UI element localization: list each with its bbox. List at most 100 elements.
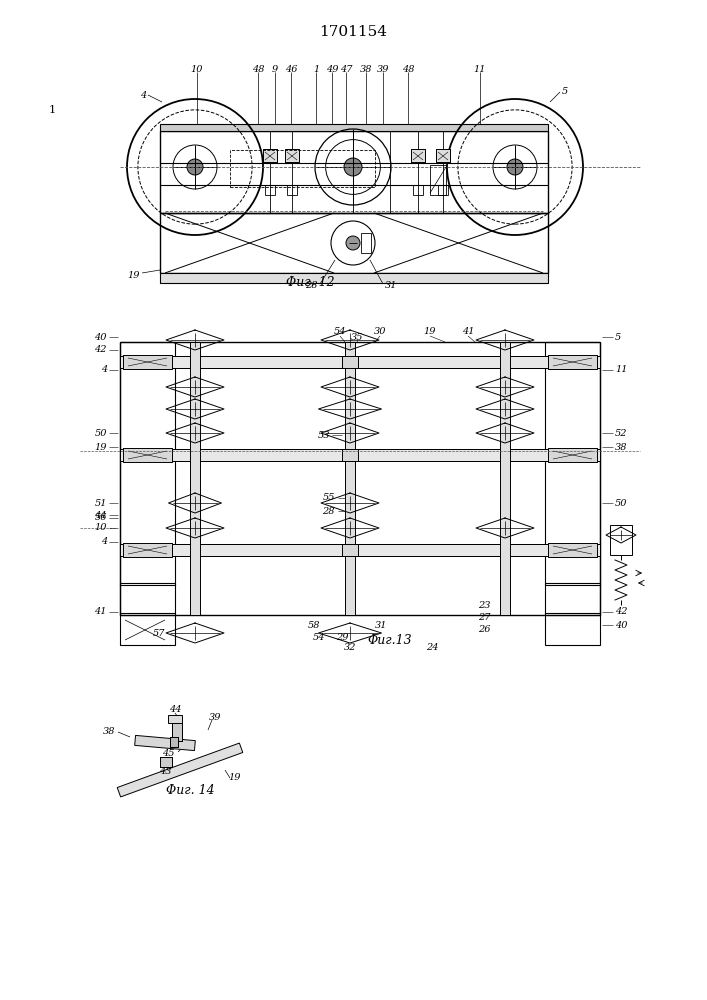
Text: 47: 47 [340, 66, 352, 75]
Bar [342, 356, 358, 368]
Text: 26: 26 [478, 624, 491, 634]
Text: 53: 53 [317, 430, 330, 440]
Text: 50: 50 [615, 498, 628, 508]
Bar [342, 449, 358, 461]
Bar [120, 342, 175, 585]
Text: 5: 5 [562, 88, 568, 97]
Text: 35: 35 [351, 334, 363, 342]
Bar [411, 149, 425, 162]
Bar [123, 355, 172, 369]
Text: 49: 49 [326, 66, 338, 75]
Text: 40: 40 [95, 332, 107, 342]
Bar [342, 544, 358, 556]
Text: 4: 4 [101, 365, 107, 374]
Bar [168, 715, 182, 723]
Text: 11: 11 [474, 66, 486, 75]
Text: 58: 58 [308, 620, 320, 630]
Bar [436, 149, 450, 162]
Text: 1: 1 [313, 66, 319, 75]
Text: 39: 39 [377, 66, 390, 75]
Bar [436, 149, 450, 162]
Bar [500, 342, 510, 615]
Text: 10: 10 [95, 524, 107, 532]
Bar [230, 150, 375, 187]
Text: 44: 44 [169, 706, 181, 714]
Text: 1701154: 1701154 [319, 25, 387, 39]
Text: Φиг. 12: Φиг. 12 [286, 275, 334, 288]
Bar [123, 355, 172, 369]
Text: 48: 48 [402, 66, 414, 75]
Bar [120, 544, 600, 556]
Text: 46: 46 [285, 66, 297, 75]
Circle shape [187, 159, 203, 175]
Text: 5: 5 [615, 332, 621, 342]
Bar [160, 213, 548, 273]
Bar [285, 149, 299, 162]
Bar [413, 185, 423, 195]
Text: 38: 38 [360, 66, 373, 75]
Text: Φиг.13: Φиг.13 [368, 634, 412, 647]
Text: 48: 48 [252, 66, 264, 75]
Text: 32: 32 [344, 643, 356, 652]
Bar [160, 757, 172, 767]
Bar [120, 544, 600, 556]
Bar [548, 543, 597, 557]
Text: 28: 28 [322, 506, 335, 516]
Text: 45: 45 [163, 748, 175, 758]
Text: 28: 28 [305, 280, 318, 290]
Text: 41: 41 [462, 328, 474, 336]
Text: 50: 50 [95, 428, 107, 438]
Text: 54: 54 [334, 328, 346, 336]
Bar [170, 737, 178, 747]
Bar [265, 185, 275, 195]
Bar [120, 356, 600, 368]
Text: 41: 41 [95, 607, 107, 616]
Text: 31: 31 [375, 620, 387, 630]
Bar [342, 544, 358, 556]
Circle shape [507, 159, 523, 175]
Text: 9: 9 [272, 66, 278, 75]
Text: 39: 39 [209, 714, 221, 722]
Bar [172, 723, 182, 741]
Text: 19: 19 [95, 442, 107, 452]
Text: 54: 54 [312, 633, 325, 642]
Text: 38: 38 [615, 442, 628, 452]
Text: Φиг. 14: Φиг. 14 [165, 784, 214, 796]
Bar [548, 543, 597, 557]
Bar [548, 355, 597, 369]
Text: 23: 23 [478, 600, 491, 609]
Text: 19: 19 [423, 328, 436, 336]
Bar [263, 149, 277, 162]
Bar [190, 342, 200, 615]
Bar [160, 757, 172, 767]
Text: 27: 27 [478, 612, 491, 621]
Text: 52: 52 [615, 428, 628, 438]
Bar [120, 356, 600, 368]
Bar [548, 355, 597, 369]
Bar [123, 448, 172, 462]
Bar [345, 342, 355, 615]
Text: 42: 42 [615, 607, 628, 616]
Text: 24: 24 [426, 643, 438, 652]
Bar [160, 273, 548, 283]
Bar [548, 448, 597, 462]
Text: 38: 38 [103, 728, 115, 736]
Bar [160, 131, 548, 213]
Text: 56: 56 [95, 514, 107, 522]
Circle shape [346, 236, 360, 250]
Bar [160, 124, 548, 131]
Bar [190, 342, 200, 615]
Text: 10: 10 [191, 66, 203, 75]
Bar [120, 613, 175, 645]
Polygon shape [117, 743, 243, 797]
Text: 30: 30 [374, 328, 386, 336]
Text: 19: 19 [229, 774, 241, 782]
Bar [120, 583, 175, 615]
Text: 42: 42 [95, 346, 107, 355]
Text: 44: 44 [95, 510, 107, 520]
Bar [342, 449, 358, 461]
Text: 4: 4 [140, 91, 146, 100]
Bar [500, 342, 510, 615]
Bar [345, 342, 355, 615]
Text: 43: 43 [159, 768, 171, 776]
